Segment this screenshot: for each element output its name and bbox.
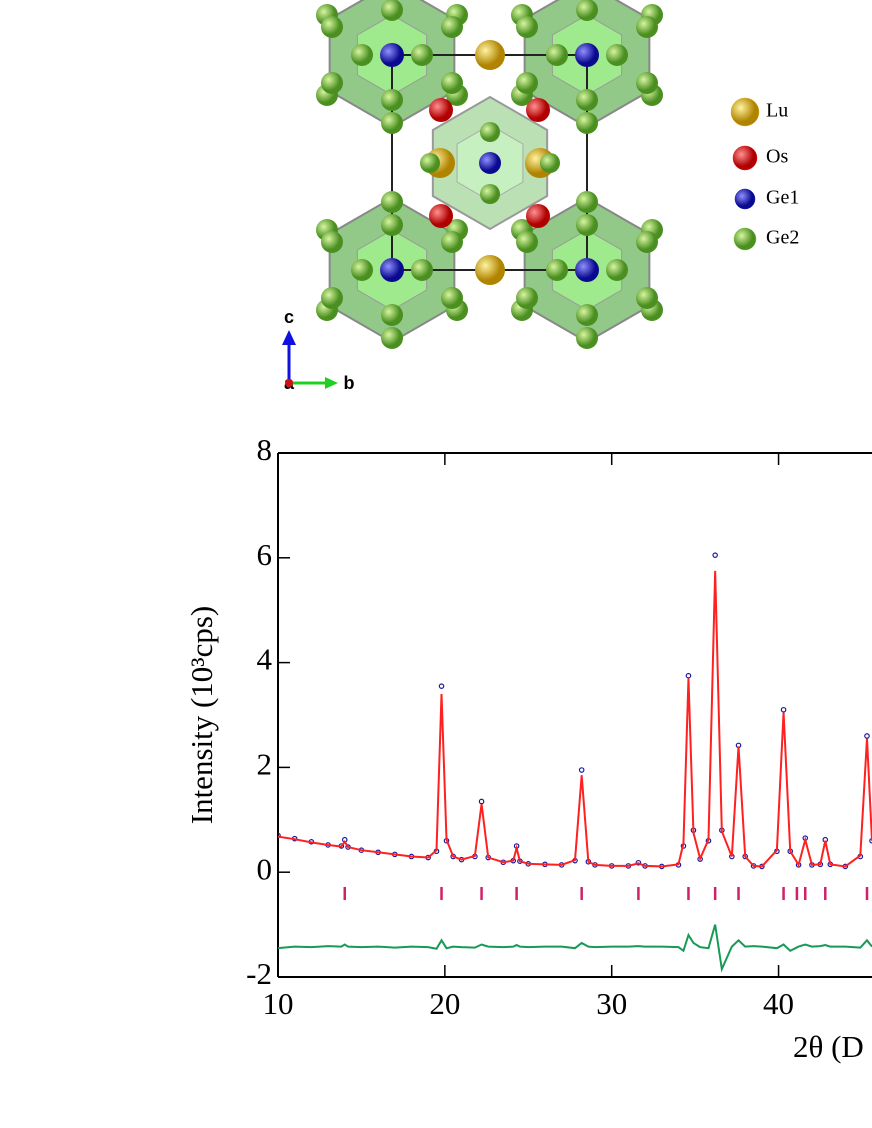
observed-point bbox=[578, 767, 585, 773]
atom bbox=[321, 16, 343, 38]
atom bbox=[526, 98, 550, 122]
atom bbox=[480, 184, 500, 204]
axis-arrowhead bbox=[325, 377, 338, 389]
atom bbox=[380, 43, 404, 67]
atom bbox=[576, 327, 598, 349]
observed-point bbox=[478, 798, 485, 805]
atom bbox=[429, 98, 453, 122]
atom bbox=[475, 255, 505, 285]
atom bbox=[381, 89, 403, 111]
observed-point bbox=[635, 859, 642, 866]
y-tick-label: 8 bbox=[257, 432, 273, 467]
atom bbox=[411, 259, 433, 281]
atom bbox=[321, 287, 343, 309]
y-tick-label: 6 bbox=[257, 537, 273, 572]
atom bbox=[429, 204, 453, 228]
atom bbox=[576, 191, 598, 213]
data-area bbox=[278, 552, 872, 973]
legend-marker bbox=[733, 227, 757, 251]
series-line bbox=[278, 570, 872, 868]
legend-label: Os bbox=[766, 146, 788, 168]
atom bbox=[441, 72, 463, 94]
observed-point bbox=[864, 733, 870, 739]
observed-point bbox=[438, 683, 445, 689]
atom bbox=[546, 44, 568, 66]
axis-arrowhead bbox=[282, 330, 296, 345]
y-tick-label: 4 bbox=[257, 642, 273, 677]
atom bbox=[636, 287, 658, 309]
atom bbox=[516, 16, 538, 38]
atom bbox=[636, 16, 658, 38]
atom bbox=[636, 72, 658, 94]
atom bbox=[576, 304, 598, 326]
atom bbox=[576, 214, 598, 236]
atom bbox=[526, 204, 550, 228]
observed-point bbox=[712, 552, 718, 558]
atom bbox=[546, 259, 568, 281]
axis-origin bbox=[285, 379, 293, 387]
crystal-structure bbox=[316, 0, 663, 349]
axis-letter: b bbox=[344, 373, 355, 393]
legend-marker bbox=[730, 97, 760, 127]
atom bbox=[516, 287, 538, 309]
atom bbox=[381, 304, 403, 326]
atom bbox=[479, 152, 501, 174]
atom bbox=[381, 0, 403, 21]
atom bbox=[351, 259, 373, 281]
atom bbox=[321, 72, 343, 94]
atom bbox=[381, 327, 403, 349]
legend-marker bbox=[734, 188, 756, 210]
y-tick-label: 0 bbox=[257, 851, 273, 886]
atom bbox=[321, 231, 343, 253]
atom bbox=[606, 259, 628, 281]
atom bbox=[420, 153, 440, 173]
atom bbox=[441, 16, 463, 38]
legend-label: Ge1 bbox=[766, 187, 799, 209]
axis-letter: c bbox=[284, 307, 294, 327]
atom bbox=[636, 231, 658, 253]
legend-label: Lu bbox=[766, 100, 788, 122]
x-tick-label: 30 bbox=[596, 986, 627, 1021]
atom bbox=[540, 153, 560, 173]
series-line bbox=[278, 924, 872, 973]
y-tick-label: 2 bbox=[257, 747, 273, 782]
plot: 10 20 30 40 -2 0 2 4 6 8 Intensity (10³cps) 2θ (D bbox=[184, 432, 872, 1064]
observed-point bbox=[780, 706, 787, 713]
atom bbox=[441, 231, 463, 253]
legend-marker bbox=[732, 145, 758, 171]
observed-point bbox=[685, 672, 692, 679]
y-tick-label: -2 bbox=[246, 956, 272, 991]
atom bbox=[576, 89, 598, 111]
atom bbox=[606, 44, 628, 66]
atom bbox=[516, 72, 538, 94]
y-axis-label: Intensity (10³cps) bbox=[184, 606, 219, 825]
legend-label: Ge2 bbox=[766, 227, 799, 249]
atom bbox=[480, 122, 500, 142]
atom bbox=[475, 40, 505, 70]
atom bbox=[575, 258, 599, 282]
atom bbox=[576, 0, 598, 21]
x-tick-label: 10 bbox=[263, 986, 294, 1021]
atom bbox=[516, 231, 538, 253]
atom bbox=[576, 112, 598, 134]
atom bbox=[380, 258, 404, 282]
x-tick-label: 20 bbox=[429, 986, 460, 1021]
atom bbox=[381, 191, 403, 213]
observed-point bbox=[278, 832, 281, 839]
atom bbox=[441, 287, 463, 309]
atom bbox=[351, 44, 373, 66]
atom bbox=[411, 44, 433, 66]
x-tick-label: 40 bbox=[763, 986, 794, 1021]
x-axis-label: 2θ (D bbox=[793, 1029, 864, 1064]
atom bbox=[575, 43, 599, 67]
atom bbox=[381, 214, 403, 236]
atom bbox=[381, 112, 403, 134]
